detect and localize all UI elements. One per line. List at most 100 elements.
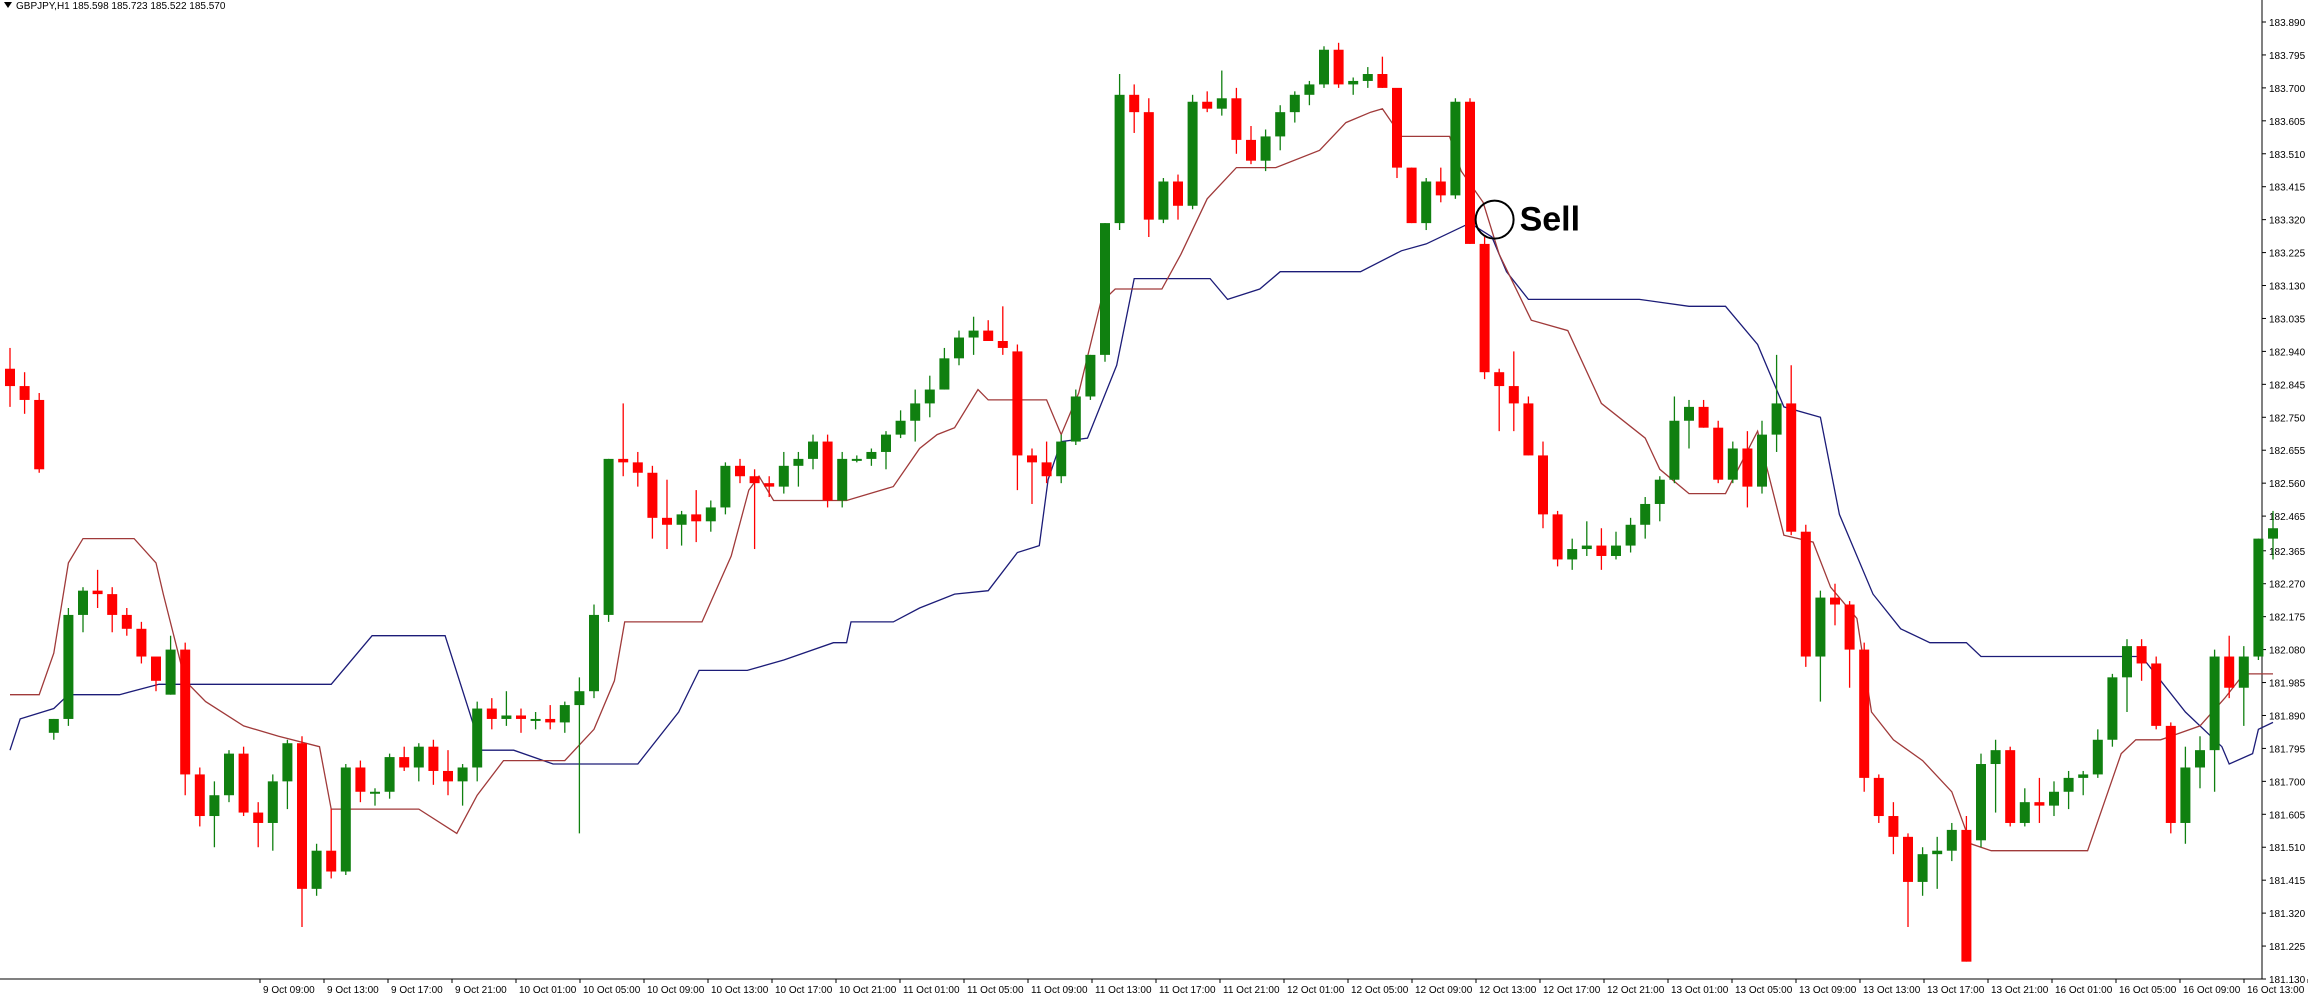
bull-candle bbox=[1625, 524, 1636, 546]
x-tick-label: 12 Oct 09:00 bbox=[1415, 985, 1473, 996]
x-tick-label: 9 Oct 21:00 bbox=[455, 985, 507, 996]
bull-candle bbox=[968, 330, 979, 338]
y-tick-label: 181.225 bbox=[2269, 942, 2306, 953]
bull-candle bbox=[224, 753, 234, 796]
bull-candle bbox=[793, 458, 804, 466]
y-tick-label: 181.605 bbox=[2269, 810, 2306, 821]
bear-candle bbox=[2224, 656, 2235, 688]
dropdown-triangle-icon[interactable] bbox=[4, 2, 12, 8]
y-tick-label: 182.845 bbox=[2269, 380, 2306, 391]
bear-candle bbox=[151, 656, 161, 681]
bear-candle bbox=[443, 770, 453, 782]
y-tick-label: 182.940 bbox=[2269, 347, 2306, 358]
sell-marker-circle bbox=[1474, 199, 1515, 240]
y-tick-label: 183.700 bbox=[2269, 84, 2306, 95]
bull-candle bbox=[1304, 84, 1315, 95]
bull-candle bbox=[778, 465, 789, 487]
bear-candle bbox=[1596, 545, 1607, 556]
bull-candle bbox=[866, 451, 877, 459]
bull-candle bbox=[165, 649, 176, 695]
bull-candle bbox=[1640, 503, 1651, 525]
bull-candle bbox=[1100, 223, 1110, 355]
bull-candle bbox=[340, 767, 351, 872]
bull-candle bbox=[1348, 80, 1359, 85]
y-tick-label: 182.655 bbox=[2269, 446, 2306, 457]
x-tick-label: 10 Oct 09:00 bbox=[647, 985, 705, 996]
bear-candle bbox=[107, 594, 118, 615]
bear-candle bbox=[983, 330, 994, 341]
bull-candle bbox=[1771, 403, 1782, 435]
bull-candle bbox=[603, 458, 614, 615]
bull-candle bbox=[1727, 448, 1738, 480]
bear-candle bbox=[19, 386, 30, 400]
bull-candle bbox=[311, 850, 322, 889]
bear-candle bbox=[764, 483, 775, 487]
bear-candle bbox=[1392, 87, 1402, 168]
bear-candle bbox=[1786, 403, 1797, 532]
y-tick-label: 181.130 bbox=[2269, 975, 2306, 986]
bull-candle bbox=[1275, 112, 1286, 137]
bear-candle bbox=[1041, 462, 1052, 477]
upper-band-line bbox=[9, 222, 2274, 765]
x-tick-label: 16 Oct 05:00 bbox=[2119, 985, 2177, 996]
bear-candle bbox=[632, 462, 643, 473]
bull-candle bbox=[1567, 549, 1578, 560]
bull-candle bbox=[705, 507, 716, 522]
bear-candle bbox=[121, 614, 132, 629]
sell-label: Sell bbox=[1520, 201, 1580, 239]
bull-candle bbox=[837, 458, 848, 501]
bear-candle bbox=[1027, 455, 1037, 463]
x-tick-label: 13 Oct 21:00 bbox=[1991, 985, 2049, 996]
bear-candle bbox=[1465, 101, 1475, 244]
bull-candle bbox=[1421, 181, 1432, 224]
bull-candle bbox=[2107, 677, 2118, 740]
bull-candle bbox=[2122, 646, 2132, 678]
y-tick-label: 181.415 bbox=[2269, 876, 2306, 887]
x-tick-label: 10 Oct 13:00 bbox=[711, 985, 769, 996]
bull-candle bbox=[2078, 774, 2089, 778]
bear-candle bbox=[1698, 406, 1709, 428]
bull-candle bbox=[1187, 101, 1198, 206]
y-tick-label: 183.225 bbox=[2269, 249, 2306, 260]
bull-candle bbox=[1450, 101, 1461, 196]
bull-candle bbox=[1990, 750, 2001, 765]
bear-candle bbox=[1377, 74, 1388, 88]
bear-candle bbox=[1129, 94, 1140, 113]
bear-candle bbox=[355, 767, 366, 792]
bear-candle bbox=[1538, 455, 1548, 515]
x-tick-label: 13 Oct 09:00 bbox=[1799, 985, 1857, 996]
y-tick-label: 183.035 bbox=[2269, 314, 2306, 325]
bull-candle bbox=[881, 434, 891, 452]
bull-candle bbox=[209, 795, 220, 817]
bear-candle bbox=[545, 718, 556, 723]
x-tick-label: 12 Oct 05:00 bbox=[1351, 985, 1409, 996]
y-tick-label: 182.175 bbox=[2269, 613, 2306, 624]
bull-candle bbox=[1216, 98, 1227, 109]
bull-candle bbox=[457, 767, 468, 782]
bear-candle bbox=[253, 812, 264, 823]
bear-candle bbox=[5, 368, 15, 387]
bear-candle bbox=[2136, 646, 2147, 664]
bull-candle bbox=[895, 420, 906, 435]
bear-candle bbox=[180, 649, 191, 775]
bull-candle bbox=[2180, 767, 2191, 823]
bull-candle bbox=[1932, 850, 1943, 855]
bear-candle bbox=[1888, 816, 1899, 837]
bear-candle bbox=[1873, 777, 1884, 817]
bull-candle bbox=[954, 337, 964, 359]
x-tick-label: 10 Oct 05:00 bbox=[583, 985, 641, 996]
x-tick-label: 16 Oct 01:00 bbox=[2055, 985, 2113, 996]
bull-candle bbox=[589, 614, 599, 692]
bull-candle bbox=[720, 465, 731, 508]
bull-candle bbox=[1056, 441, 1067, 477]
y-tick-label: 183.605 bbox=[2269, 117, 2306, 128]
bull-candle bbox=[501, 715, 512, 719]
bull-candle bbox=[2195, 750, 2205, 768]
bear-candle bbox=[749, 476, 760, 484]
bear-candle bbox=[1479, 243, 1490, 373]
bear-candle bbox=[238, 753, 249, 813]
bear-candle bbox=[1830, 597, 1840, 605]
bull-candle bbox=[2063, 777, 2074, 792]
bear-candle bbox=[1903, 836, 1913, 882]
